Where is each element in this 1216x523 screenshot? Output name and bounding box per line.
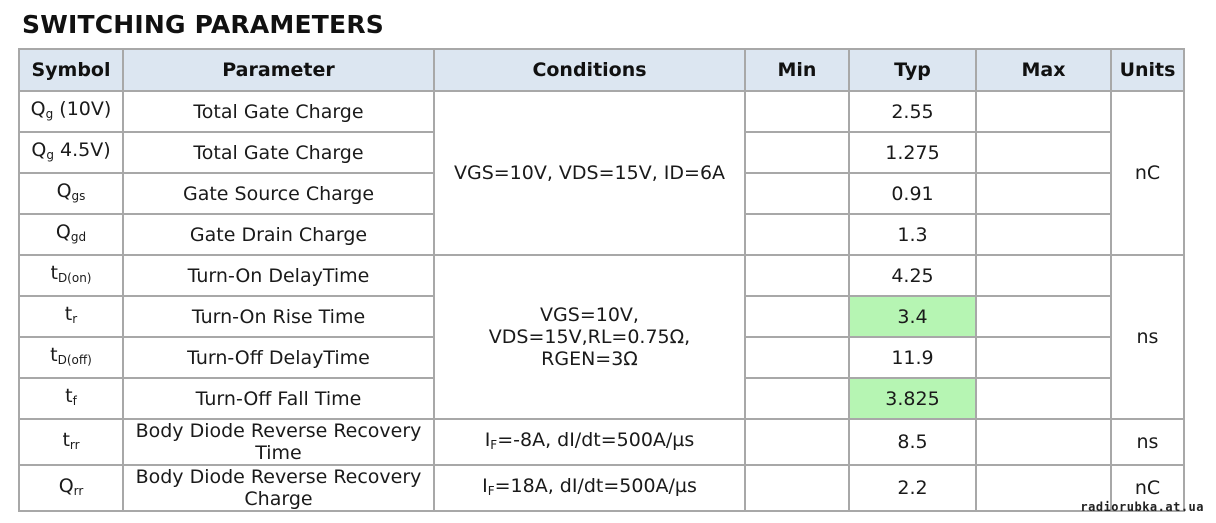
parameter-cell: Body Diode Reverse Recovery Charge xyxy=(122,464,435,512)
parameter-cell: Turn-On Rise Time xyxy=(122,295,435,338)
switching-parameters-table: Symbol Parameter Conditions Min Typ Max … xyxy=(18,48,1185,512)
min-cell xyxy=(744,295,850,338)
table-row: Qgs Gate Source Charge 0.91 xyxy=(18,172,1184,215)
parameter-cell: Gate Drain Charge xyxy=(122,213,435,256)
max-cell xyxy=(975,172,1112,215)
typ-cell: 8.5 xyxy=(848,418,977,466)
header-typ: Typ xyxy=(848,48,977,92)
conditions-cell: VGS=10V, VDS=15V,RL=0.75Ω, RGEN=3Ω xyxy=(433,254,746,420)
typ-cell: 11.9 xyxy=(848,336,977,379)
min-cell xyxy=(744,131,850,174)
max-cell xyxy=(975,418,1112,466)
symbol-cell: Qg 4.5V) xyxy=(18,131,124,174)
header-row: Symbol Parameter Conditions Min Typ Max … xyxy=(18,48,1185,92)
parameter-cell: Gate Source Charge xyxy=(122,172,435,215)
min-cell xyxy=(744,464,850,512)
min-cell xyxy=(744,254,850,297)
table-row: trr Body Diode Reverse Recovery Time IF=… xyxy=(18,418,1185,466)
typ-cell-highlighted: 3.825 xyxy=(848,377,977,420)
header-conditions: Conditions xyxy=(433,48,746,92)
typ-cell: 1.3 xyxy=(848,213,977,256)
units-cell: ns xyxy=(1110,418,1185,466)
parameter-cell: Total Gate Charge xyxy=(122,90,435,133)
parameter-cell: Body Diode Reverse Recovery Time xyxy=(122,418,435,466)
symbol-cell: tf xyxy=(18,377,124,420)
parameter-cell: Turn-Off Fall Time xyxy=(122,377,435,420)
min-cell xyxy=(744,172,850,215)
units-cell: ns xyxy=(1110,254,1185,420)
watermark: radiorubka.at.ua xyxy=(1080,500,1204,514)
conditions-cell: IF=18A, dI/dt=500A/µs xyxy=(433,464,746,512)
symbol-cell: Qgs xyxy=(18,172,124,215)
symbol-cell: tD(on) xyxy=(18,254,124,297)
symbol-cell: Qgd xyxy=(18,213,124,256)
section-title: SWITCHING PARAMETERS xyxy=(22,10,384,39)
typ-cell: 2.55 xyxy=(848,90,977,133)
max-cell xyxy=(975,464,1112,512)
min-cell xyxy=(744,418,850,466)
max-cell xyxy=(975,254,1112,297)
header-min: Min xyxy=(744,48,850,92)
table-row: tr Turn-On Rise Time 3.4 xyxy=(18,295,1184,338)
typ-cell: 4.25 xyxy=(848,254,977,297)
min-cell xyxy=(744,377,850,420)
conditions-cell: IF=-8A, dI/dt=500A/µs xyxy=(433,418,746,466)
typ-cell: 1.275 xyxy=(848,131,977,174)
symbol-cell: tr xyxy=(18,295,124,338)
table-row: tf Turn-Off Fall Time 3.825 xyxy=(18,377,1184,420)
min-cell xyxy=(744,336,850,379)
table-row: tD(on) Turn-On DelayTime VGS=10V, VDS=15… xyxy=(18,254,1185,420)
header-parameter: Parameter xyxy=(122,48,435,92)
symbol-cell: Qrr xyxy=(18,464,124,512)
max-cell xyxy=(975,377,1112,420)
typ-cell: 2.2 xyxy=(848,464,977,512)
table-row: Qg 4.5V) Total Gate Charge 1.275 xyxy=(18,131,1184,174)
max-cell xyxy=(975,295,1112,338)
table-row: Qrr Body Diode Reverse Recovery Charge I… xyxy=(18,464,1185,512)
units-cell: nC xyxy=(1110,90,1185,256)
max-cell xyxy=(975,90,1112,133)
header-max: Max xyxy=(975,48,1112,92)
min-cell xyxy=(744,90,850,133)
conditions-cell: VGS=10V, VDS=15V, ID=6A xyxy=(433,90,746,256)
table-row: Qgd Gate Drain Charge 1.3 xyxy=(18,213,1184,256)
table-row: Qg (10V) Total Gate Charge VGS=10V, VDS=… xyxy=(18,90,1185,256)
max-cell xyxy=(975,336,1112,379)
symbol-cell: trr xyxy=(18,418,124,466)
min-cell xyxy=(744,213,850,256)
symbol-cell: Qg (10V) xyxy=(18,90,124,133)
parameter-cell: Turn-On DelayTime xyxy=(122,254,435,297)
typ-cell-highlighted: 3.4 xyxy=(848,295,977,338)
header-symbol: Symbol xyxy=(18,48,124,92)
max-cell xyxy=(975,213,1112,256)
units-cell: nC xyxy=(1110,464,1185,512)
table-row: tD(off) Turn-Off DelayTime 11.9 xyxy=(18,336,1184,379)
max-cell xyxy=(975,131,1112,174)
parameter-cell: Total Gate Charge xyxy=(122,131,435,174)
parameter-cell: Turn-Off DelayTime xyxy=(122,336,435,379)
symbol-cell: tD(off) xyxy=(18,336,124,379)
typ-cell: 0.91 xyxy=(848,172,977,215)
header-units: Units xyxy=(1110,48,1185,92)
